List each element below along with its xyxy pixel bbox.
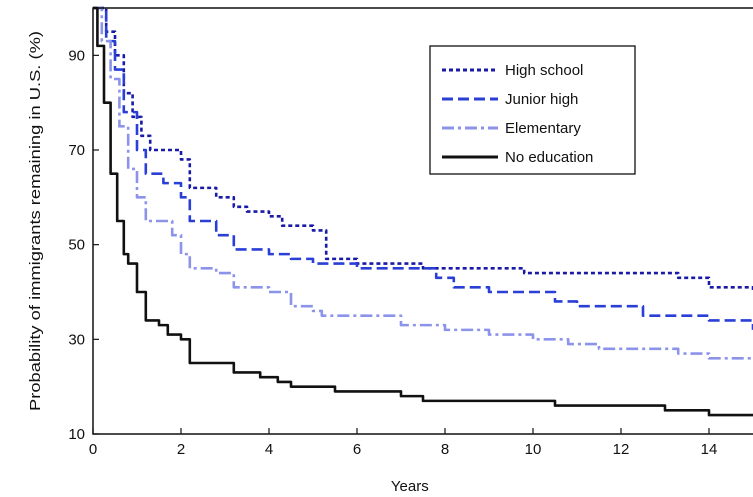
y-tick-label: 10 [68,426,85,443]
x-tick-label: 0 [89,441,97,458]
legend-label: Elementary [505,120,581,137]
legend-label: No education [505,149,593,166]
y-tick-label: 70 [68,142,85,159]
x-tick-label: 14 [701,441,718,458]
legend-label: Junior high [505,91,578,108]
x-tick-label: 2 [177,441,185,458]
y-axis-ticks: 10 30 50 70 90 [68,47,99,443]
x-tick-label: 12 [613,441,630,458]
x-axis-ticks: 0 2 4 6 8 10 12 14 [89,428,718,458]
x-tick-label: 4 [265,441,273,458]
y-axis-label: Probability of immigrants remaining in U… [27,31,44,411]
series-line-elementary [93,6,753,360]
series-line-junior-high [93,6,753,330]
x-axis-label: Years [391,478,429,495]
x-tick-label: 6 [353,441,361,458]
legend: High school Junior high Elementary No educa… [429,45,636,175]
y-tick-label: 50 [68,237,85,254]
series-layer [93,6,753,417]
legend-label: High school [505,62,583,79]
y-tick-label: 90 [68,47,85,64]
plot-frame [92,7,753,435]
x-tick-label: 8 [441,441,449,458]
series-line-no-education [93,6,753,417]
x-tick-label: 10 [525,441,542,458]
series-line-high-school [93,6,753,292]
y-tick-label: 30 [68,331,85,348]
legend-box [429,45,636,175]
